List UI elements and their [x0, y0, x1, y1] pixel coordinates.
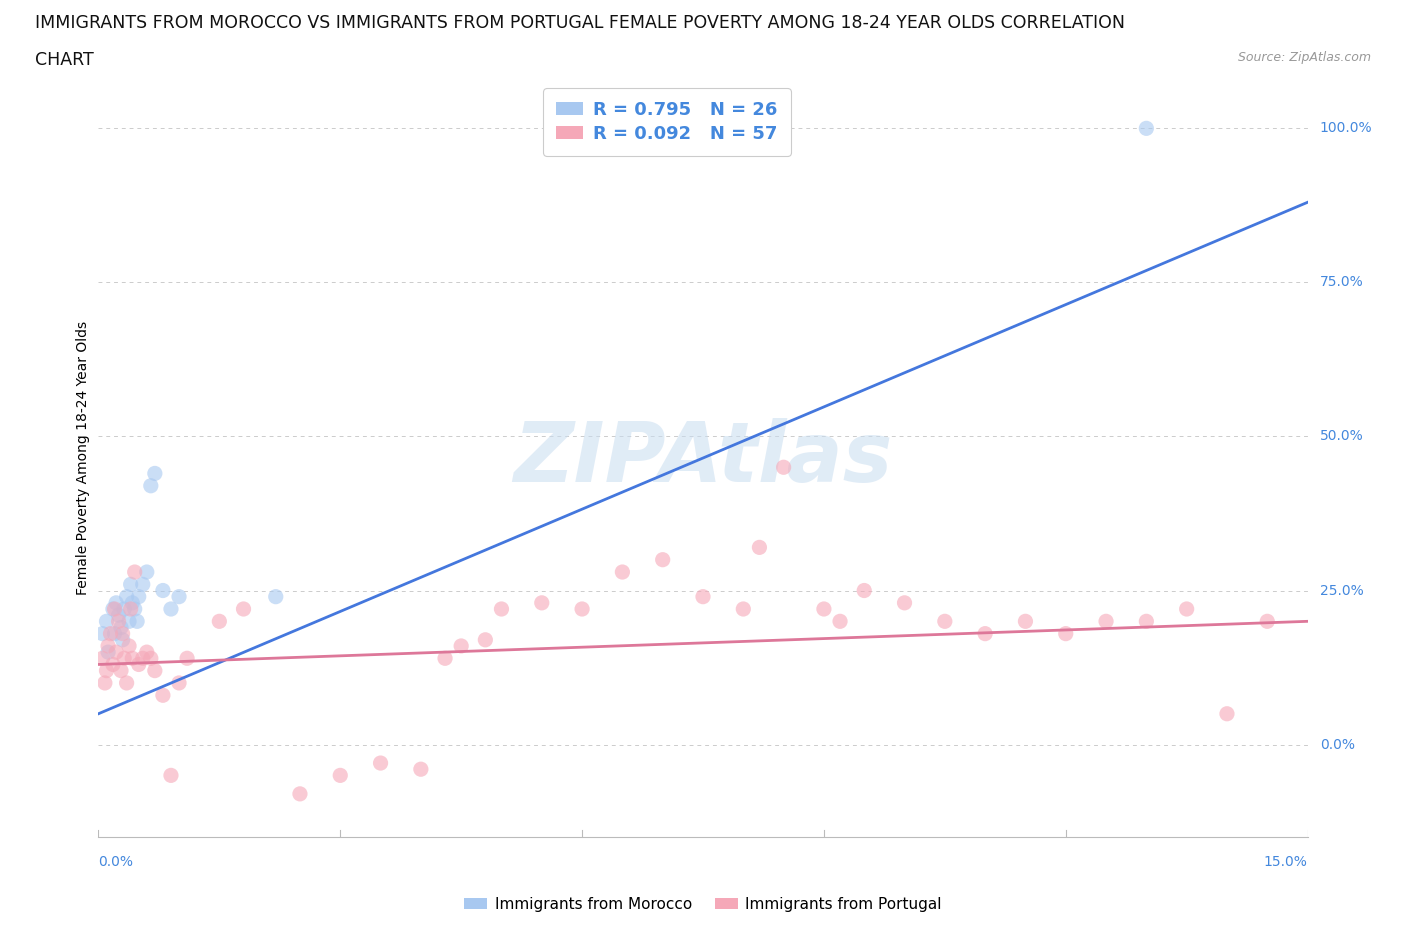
Point [1135, 614, 1157, 629]
Point [111, 626, 134, 641]
Point [110, 620, 132, 635]
Point [434, 651, 457, 666]
Point [120, 602, 142, 617]
Point [112, 602, 135, 617]
Text: 15.0%: 15.0% [1264, 856, 1308, 870]
Point [128, 657, 150, 671]
Point [97, 639, 120, 654]
Point [409, 762, 432, 777]
Point [167, 675, 190, 690]
Point [94, 675, 117, 690]
Point [651, 552, 673, 567]
Point [110, 663, 132, 678]
Point [97, 644, 120, 659]
Point [124, 565, 146, 579]
Point [121, 651, 143, 666]
Point [96, 614, 118, 629]
Point [121, 595, 143, 610]
Point [132, 651, 155, 666]
Point [828, 614, 851, 629]
Point [893, 595, 915, 610]
Point [1054, 626, 1077, 641]
Point [733, 602, 755, 617]
Point [571, 602, 593, 617]
Point [111, 632, 134, 647]
Point [118, 614, 141, 629]
Point [132, 577, 155, 591]
Text: 25.0%: 25.0% [1320, 583, 1364, 597]
Point [91, 626, 114, 641]
Point [96, 663, 118, 678]
Point [105, 644, 128, 659]
Point [329, 768, 352, 783]
Point [143, 466, 166, 481]
Legend: Immigrants from Morocco, Immigrants from Portugal: Immigrants from Morocco, Immigrants from… [458, 891, 948, 918]
Point [692, 590, 714, 604]
Text: Source: ZipAtlas.com: Source: ZipAtlas.com [1237, 51, 1371, 64]
Point [748, 540, 770, 555]
Point [450, 639, 472, 654]
Point [100, 626, 122, 641]
Point [160, 768, 183, 783]
Text: 100.0%: 100.0% [1320, 121, 1372, 136]
Point [160, 602, 183, 617]
Point [530, 595, 553, 610]
Point [115, 590, 138, 604]
Text: 75.0%: 75.0% [1320, 275, 1364, 289]
Point [1014, 614, 1036, 629]
Text: ZIPAtlas: ZIPAtlas [513, 418, 893, 498]
Point [139, 478, 162, 493]
Point [974, 626, 997, 641]
Point [1175, 602, 1198, 617]
Text: 0.0%: 0.0% [1320, 737, 1354, 751]
Point [934, 614, 956, 629]
Point [135, 644, 157, 659]
Point [1135, 121, 1157, 136]
Text: 50.0%: 50.0% [1320, 430, 1364, 444]
Point [101, 602, 124, 617]
Point [152, 688, 174, 703]
Point [1095, 614, 1118, 629]
Legend: R = 0.795   N = 26, R = 0.092   N = 57: R = 0.795 N = 26, R = 0.092 N = 57 [543, 88, 790, 155]
Point [91, 651, 114, 666]
Point [167, 590, 190, 604]
Point [370, 755, 392, 770]
Point [208, 614, 231, 629]
Point [813, 602, 835, 617]
Point [135, 565, 157, 579]
Point [264, 590, 287, 604]
Point [118, 639, 141, 654]
Point [139, 651, 162, 666]
Point [103, 602, 125, 617]
Point [772, 459, 794, 474]
Point [143, 663, 166, 678]
Point [112, 651, 135, 666]
Point [127, 614, 149, 629]
Point [105, 595, 128, 610]
Point [612, 565, 634, 579]
Point [107, 607, 129, 622]
Text: CHART: CHART [35, 51, 94, 69]
Point [128, 590, 150, 604]
Point [853, 583, 876, 598]
Y-axis label: Female Poverty Among 18-24 Year Olds: Female Poverty Among 18-24 Year Olds [76, 321, 90, 595]
Point [176, 651, 198, 666]
Point [107, 614, 129, 629]
Point [152, 583, 174, 598]
Point [101, 657, 124, 671]
Point [1216, 706, 1239, 721]
Point [103, 626, 125, 641]
Point [120, 577, 142, 591]
Text: IMMIGRANTS FROM MOROCCO VS IMMIGRANTS FROM PORTUGAL FEMALE POVERTY AMONG 18-24 Y: IMMIGRANTS FROM MOROCCO VS IMMIGRANTS FR… [35, 14, 1125, 32]
Point [115, 675, 138, 690]
Point [1256, 614, 1278, 629]
Point [288, 787, 311, 802]
Point [474, 632, 496, 647]
Point [124, 602, 146, 617]
Point [232, 602, 254, 617]
Text: 0.0%: 0.0% [98, 856, 134, 870]
Point [491, 602, 513, 617]
